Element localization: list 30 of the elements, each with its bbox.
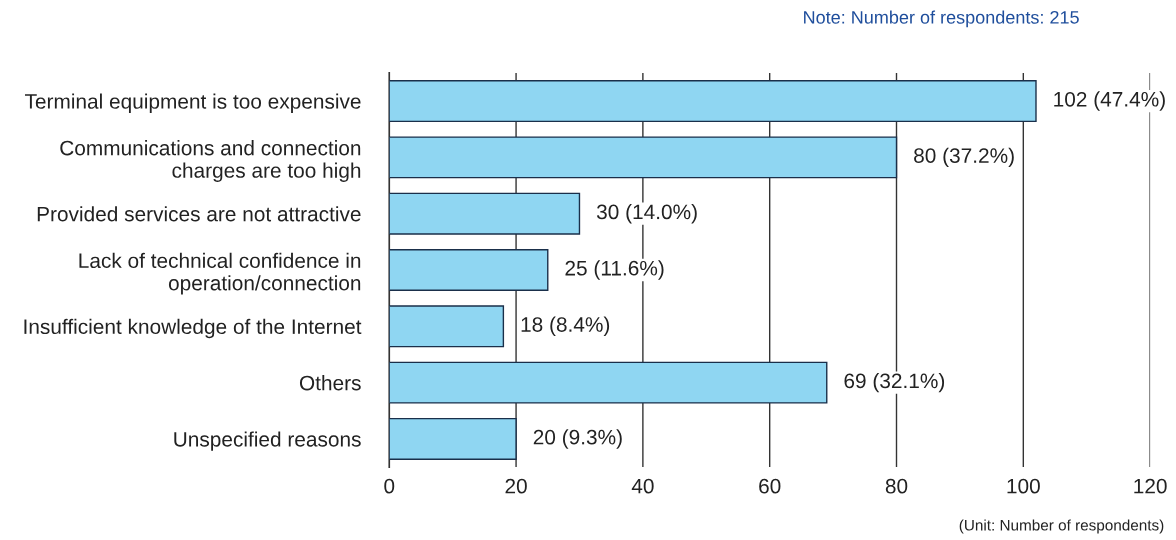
data-label: 102 (47.4%) (1054, 91, 1165, 111)
x-tick-label: 100 (1007, 478, 1040, 494)
data-label: 20 (9.3%) (533, 429, 622, 449)
data-label: 18 (8.4%) (521, 316, 610, 337)
bar (389, 136, 898, 179)
x-tick-label: 0 (384, 478, 395, 494)
bar (389, 305, 505, 348)
text: (Unit: Number of respondents) (959, 519, 1164, 534)
text: Note: Number of respondents: 215 (804, 10, 1079, 28)
x-tick-label: 80 (885, 478, 908, 494)
data-label: 80 (37.2%) (914, 147, 1014, 168)
y-tick-label: Lack of technical confidence in operation/connection (79, 252, 361, 295)
x-tick-label: 20 (505, 478, 527, 494)
y-tick-label: Others (299, 375, 361, 391)
x-tick-label: 60 (759, 478, 781, 494)
data-label: 69 (32.1%) (844, 372, 945, 393)
y-tick-label: Unspecified reasons (174, 431, 361, 451)
bar (389, 192, 581, 235)
bar (389, 417, 517, 460)
bar (389, 361, 828, 404)
data-label: 25 (11.6%) (565, 260, 664, 280)
data-label: 30 (14.0%) (596, 203, 697, 224)
x-tick-label: 40 (631, 478, 654, 494)
y-tick-label: Terminal equipment is too expensive (24, 93, 361, 113)
bar (389, 249, 549, 291)
x-tick-label: 120 (1134, 478, 1167, 494)
bar (389, 80, 1037, 123)
y-tick-label: Communications and connection charges are too high (60, 140, 361, 182)
y-tick-label: Insufficient knowledge of the Internet (24, 318, 362, 339)
y-tick-label: Provided services are not attractive (37, 206, 361, 222)
